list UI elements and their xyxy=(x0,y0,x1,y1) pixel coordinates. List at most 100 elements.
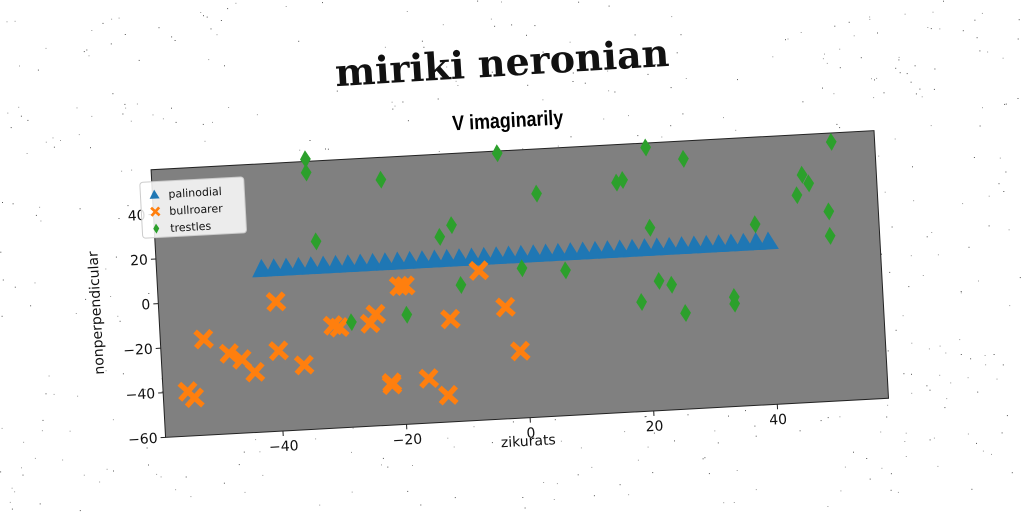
noise-dot xyxy=(772,56,774,58)
noise-dot xyxy=(148,464,149,466)
noise-dot xyxy=(391,101,393,103)
noise-dot xyxy=(929,389,931,391)
noise-dot xyxy=(570,136,572,138)
noise-dot xyxy=(974,19,976,21)
noise-dot xyxy=(755,435,757,437)
noise-dot xyxy=(322,2,323,4)
noise-dot xyxy=(996,378,998,380)
noise-dot xyxy=(406,11,408,12)
trestles-point xyxy=(310,232,322,251)
noise-dot xyxy=(223,482,225,484)
trestles-point xyxy=(640,138,652,157)
noise-dot xyxy=(124,34,126,35)
noise-dot xyxy=(212,121,213,123)
noise-dot xyxy=(110,43,112,45)
noise-dot xyxy=(90,147,91,149)
noise-dot xyxy=(0,471,2,473)
noise-dot xyxy=(18,106,20,108)
trestles-point xyxy=(680,304,691,323)
noise-dot xyxy=(869,478,871,480)
noise-dot xyxy=(351,491,353,493)
noise-dot xyxy=(336,90,338,92)
noise-dot xyxy=(608,5,610,7)
noise-dot xyxy=(202,123,204,125)
noise-dot xyxy=(637,135,639,137)
noise-dot xyxy=(645,416,647,417)
noise-dot xyxy=(839,48,841,50)
chart-title: V imaginarily xyxy=(452,106,564,136)
noise-dot xyxy=(88,55,90,57)
noise-dot xyxy=(543,482,545,483)
noise-dot xyxy=(127,205,129,207)
noise-dot xyxy=(822,87,823,89)
noise-dot xyxy=(959,339,961,341)
noise-dot xyxy=(682,113,684,115)
noise-dot xyxy=(473,426,475,428)
noise-dot xyxy=(914,65,916,67)
trestles-point xyxy=(678,149,689,168)
noise-dot xyxy=(774,420,776,422)
noise-dot xyxy=(53,146,55,148)
noise-dot xyxy=(926,236,928,238)
noise-dot xyxy=(210,28,212,30)
noise-dot xyxy=(387,466,389,468)
noise-dot xyxy=(119,320,121,322)
trestles-point xyxy=(516,259,528,278)
noise-dot xyxy=(737,79,738,81)
noise-dot xyxy=(105,268,107,270)
noise-dot xyxy=(839,416,841,418)
noise-dot xyxy=(522,148,524,150)
noise-dot xyxy=(557,145,559,147)
noise-dot xyxy=(799,430,801,432)
noise-dot xyxy=(185,476,187,478)
noise-dot xyxy=(933,437,935,439)
noise-dot xyxy=(944,407,946,409)
trestles-point xyxy=(803,174,815,193)
noise-dot xyxy=(91,30,93,31)
noise-dot xyxy=(889,271,891,273)
trestles-point xyxy=(375,170,387,189)
noise-dot xyxy=(27,119,29,121)
noise-dot xyxy=(454,497,456,499)
noise-dot xyxy=(890,473,892,475)
bullroarer-point xyxy=(388,275,410,297)
noise-dot xyxy=(919,88,921,90)
noise-dot xyxy=(898,59,900,61)
noise-dot xyxy=(442,24,444,26)
noise-dot xyxy=(37,69,39,71)
noise-dot xyxy=(671,16,673,18)
noise-dot xyxy=(898,56,900,58)
noise-dot xyxy=(446,66,448,68)
noise-dot xyxy=(921,96,923,98)
noise-dot xyxy=(653,432,655,434)
noise-dot xyxy=(190,496,192,498)
noise-dot xyxy=(160,476,162,478)
noise-dot xyxy=(619,484,621,486)
noise-dot xyxy=(628,494,630,496)
bullroarer-point xyxy=(509,340,531,362)
noise-dot xyxy=(945,352,947,354)
noise-dot xyxy=(174,40,176,41)
trestles-point xyxy=(346,313,357,332)
y-axis-label: nonperpendicular xyxy=(85,251,108,375)
noise-dot xyxy=(524,507,526,509)
bullroarer-point xyxy=(468,260,490,281)
noise-dot xyxy=(876,77,878,79)
noise-dot xyxy=(827,417,829,419)
noise-dot xyxy=(522,497,524,498)
noise-dot xyxy=(960,292,962,294)
noise-dot xyxy=(220,20,222,21)
noise-dot xyxy=(826,62,828,64)
trestles-point xyxy=(823,202,835,221)
noise-dot xyxy=(904,441,906,442)
trestles-point xyxy=(531,184,542,203)
noise-dot xyxy=(755,489,757,491)
noise-dot xyxy=(118,17,120,19)
noise-dot xyxy=(35,214,37,216)
noise-dot xyxy=(1001,432,1003,434)
noise-dot xyxy=(118,218,120,219)
legend-marker-bullroarer xyxy=(150,206,161,217)
y-tick-label: 0 xyxy=(141,297,151,313)
noise-dot xyxy=(976,37,978,39)
